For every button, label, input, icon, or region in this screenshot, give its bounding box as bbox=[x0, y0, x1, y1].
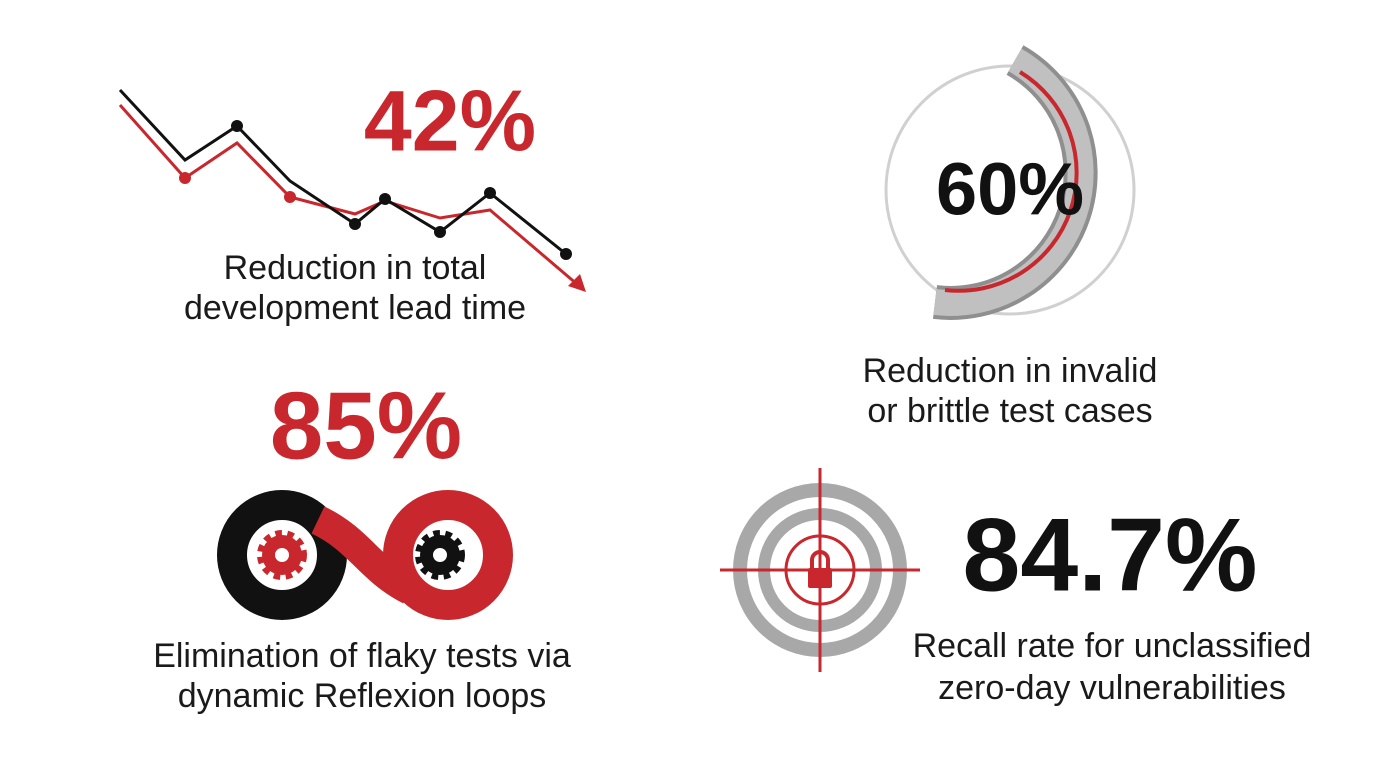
infinity-icon-part bbox=[275, 548, 289, 562]
stat-label: dynamic Reflexion loops bbox=[178, 677, 547, 715]
trend-icon-part bbox=[379, 193, 391, 205]
trend-icon-part bbox=[118, 104, 579, 287]
ring-icon-part bbox=[884, 64, 1136, 316]
stat-label: Reduction in invalid bbox=[863, 352, 1158, 390]
stat-label: Elimination of flaky tests via bbox=[153, 637, 571, 675]
stat-value: 84.7% bbox=[963, 497, 1258, 613]
trend-icon-part bbox=[484, 187, 496, 199]
infinity-icon-part bbox=[217, 490, 347, 620]
trend-icon-part bbox=[560, 248, 572, 260]
stat-label: or brittle test cases bbox=[867, 392, 1152, 430]
trend-icon-part bbox=[179, 172, 191, 184]
target-icon bbox=[720, 468, 920, 672]
ring-icon-part bbox=[933, 48, 1094, 316]
infinity-icon bbox=[217, 490, 513, 620]
trend-icon-part bbox=[568, 274, 586, 292]
ring-icon bbox=[884, 45, 1136, 320]
infinity-icon-part bbox=[433, 548, 447, 562]
trend-icon-part bbox=[434, 226, 446, 238]
stat-value: 85% bbox=[270, 372, 462, 479]
ring-icon-part bbox=[944, 70, 1079, 293]
stat-label: development lead time bbox=[184, 289, 526, 327]
trend-icon-part bbox=[349, 218, 361, 230]
stat-value: 42% bbox=[364, 74, 536, 170]
stat-label: zero-day vulnerabilities bbox=[938, 669, 1286, 707]
trend-icon-part bbox=[284, 191, 296, 203]
stat-label: Reduction in total bbox=[224, 249, 487, 287]
trend-icon bbox=[118, 88, 586, 292]
trend-icon-part bbox=[231, 120, 243, 132]
infinity-icon-part bbox=[383, 490, 513, 620]
infinity-icon-part bbox=[311, 506, 418, 604]
target-icon-part bbox=[810, 550, 830, 568]
stat-value: 60% bbox=[936, 148, 1084, 231]
target-icon-part bbox=[808, 568, 832, 588]
stat-label: Recall rate for unclassified bbox=[913, 627, 1312, 665]
